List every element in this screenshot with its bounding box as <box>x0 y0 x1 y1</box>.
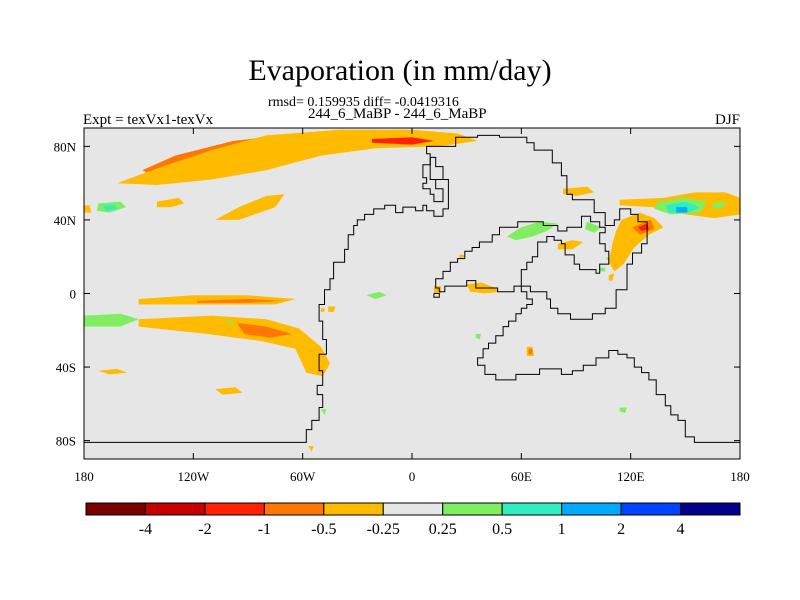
y-tick-label: 80S <box>56 434 76 449</box>
coastline-0 <box>84 134 740 443</box>
colorbar-label: 0.5 <box>492 521 512 538</box>
anomaly-region-12 <box>84 205 92 213</box>
colorbar-swatch <box>561 502 622 516</box>
anomaly-region-27 <box>557 240 584 250</box>
anomaly-region-31 <box>459 254 465 259</box>
anomaly-region-42 <box>308 446 314 452</box>
x-tick-label: 0 <box>409 469 416 484</box>
experiment-label: Expt = texVx1-texVx <box>83 112 214 128</box>
colorbar-swatch <box>323 502 384 516</box>
colorbar-label: -1 <box>258 521 271 538</box>
anomaly-region-40 <box>619 407 627 413</box>
colorbar-label: 1 <box>558 521 566 538</box>
anomaly-region-20 <box>676 207 688 213</box>
anomaly-region-7 <box>237 322 292 338</box>
colorbar-swatch <box>620 502 682 516</box>
anomaly-region-3 <box>215 194 285 220</box>
anomaly-region-9 <box>215 387 243 395</box>
colorbar-swatch <box>680 502 741 516</box>
coastline-1 <box>422 156 444 203</box>
anomaly-region-34 <box>366 291 387 299</box>
anomaly-region-26 <box>585 221 602 233</box>
y-tick-label: 40N <box>54 213 77 228</box>
colorbar-label: -0.5 <box>311 521 336 538</box>
colorbar-swatch <box>85 502 146 516</box>
periods-subtitle: 244_6_MaBP - 244_6_MaBP <box>308 106 487 122</box>
anomaly-region-39 <box>528 348 533 355</box>
anomaly-region-15 <box>156 197 185 208</box>
anomaly-region-10 <box>84 313 139 327</box>
anomaly-region-41 <box>320 409 327 415</box>
anomaly-region-33 <box>433 286 442 294</box>
colorbar-label: 0.25 <box>429 521 457 538</box>
colorbar-swatch <box>204 502 265 516</box>
map-background <box>84 128 740 459</box>
y-axis: 80N 40N 0 40S 80S <box>54 139 740 449</box>
colorbar-swatch <box>144 502 206 516</box>
anomaly-region-37 <box>475 334 482 340</box>
anomaly-region-30 <box>608 273 615 281</box>
anomaly-region-21 <box>712 201 726 209</box>
stats-subtitle: rmsd= 0.159935 diff= -0.0419316 <box>268 95 459 110</box>
x-tick-label: 120W <box>177 469 210 484</box>
x-tick-label: 60W <box>290 469 316 484</box>
season-label: DJF <box>714 112 740 128</box>
y-tick-label: 0 <box>70 287 77 302</box>
y-tick-label: 80N <box>54 139 77 154</box>
anomaly-region-8 <box>98 368 128 375</box>
colorbar-swatch <box>501 502 563 516</box>
colorbar-label: -4 <box>139 521 152 538</box>
map-plot-area <box>83 127 741 460</box>
x-tick-label: 120E <box>617 469 645 484</box>
anomaly-region-6 <box>138 315 330 377</box>
anomaly-region-25 <box>506 221 558 241</box>
anomaly-region-1 <box>116 129 478 185</box>
anomaly-regions <box>84 129 740 452</box>
colorbar-label: 2 <box>617 521 625 538</box>
chart-title: Evaporation (in mm/day) <box>248 54 552 87</box>
anomaly-region-24 <box>638 223 649 231</box>
x-axis: 180 120W 60W 0 60E 120E 180 <box>74 128 750 484</box>
coastline-2 <box>433 293 440 298</box>
colorbar-swatch <box>263 502 325 516</box>
colorbar-label: -2 <box>198 521 211 538</box>
x-tick-label: 60E <box>511 469 532 484</box>
anomaly-region-14 <box>102 205 117 211</box>
anomaly-region-2 <box>371 137 434 145</box>
x-tick-label: 180 <box>730 469 750 484</box>
anomaly-region-11 <box>226 321 234 325</box>
x-tick-label: 180 <box>74 469 94 484</box>
colorbar-swatch <box>382 502 444 516</box>
colorbar-label: -0.25 <box>367 521 400 538</box>
anomaly-region-35 <box>328 306 336 312</box>
coastlines <box>84 134 740 443</box>
y-tick-label: 40S <box>56 360 76 375</box>
colorbar-label: 4 <box>677 521 685 538</box>
anomaly-region-29 <box>605 256 609 261</box>
colorbar-swatch <box>442 502 503 516</box>
anomaly-region-5 <box>197 299 285 303</box>
colorbar: -4 -2 -1 -0.5 -0.25 0.25 0.5 1 2 4 <box>85 502 741 538</box>
anomaly-region-36 <box>320 308 325 312</box>
anomaly-region-28 <box>599 267 606 272</box>
